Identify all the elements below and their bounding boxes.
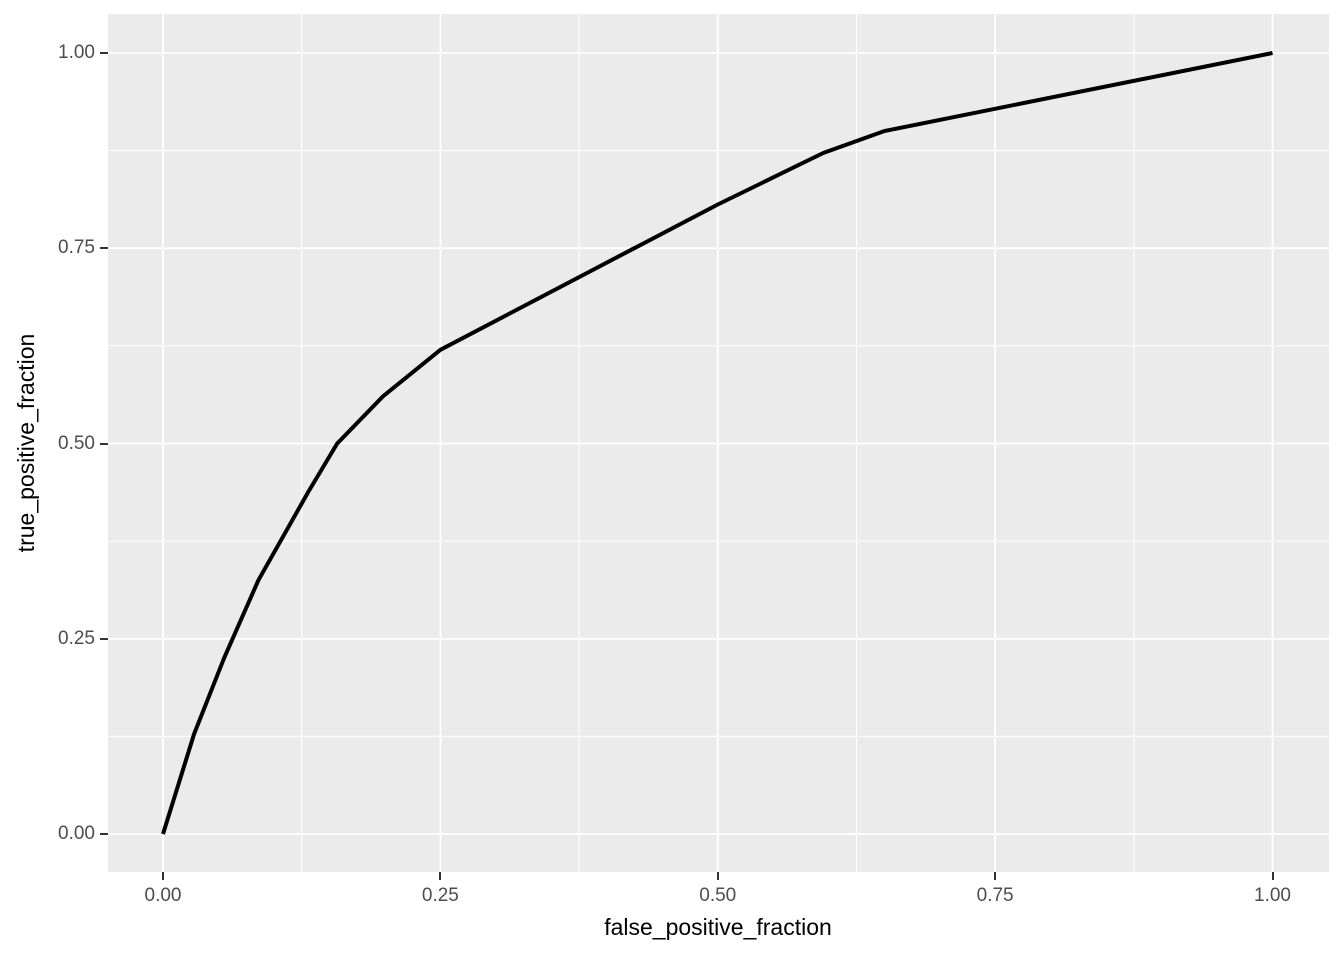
- y-tick-label: 0.00: [58, 823, 95, 844]
- x-axis-title: false_positive_fraction: [604, 914, 832, 940]
- x-tick-label: 0.75: [976, 885, 1014, 906]
- x-tick-label: 0.25: [421, 885, 459, 906]
- y-tick-label: 1.00: [58, 42, 95, 63]
- y-tick-label: 0.75: [58, 237, 95, 259]
- x-tick-mark: [1271, 872, 1274, 880]
- x-tick-label: 0.00: [144, 885, 182, 906]
- y-tick-mark: [100, 637, 108, 640]
- x-tick-mark: [716, 872, 719, 880]
- x-tick-label: 0.50: [699, 885, 737, 906]
- y-tick-mark: [100, 442, 108, 445]
- x-tick-mark: [994, 872, 997, 880]
- y-tick-mark: [100, 833, 108, 835]
- roc-curve-line: [161, 51, 1273, 835]
- y-tick-mark: [100, 247, 108, 250]
- plot-panel: [108, 14, 1329, 872]
- y-tick-label: 0.25: [58, 627, 95, 649]
- plot-canvas: [108, 14, 1329, 872]
- y-tick-label: 0.50: [58, 432, 95, 454]
- x-tick-mark: [439, 872, 442, 880]
- y-tick-mark: [100, 52, 108, 54]
- y-axis-title: true_positive_fraction: [13, 333, 39, 553]
- x-tick-label: 1.00: [1254, 885, 1291, 906]
- x-tick-mark: [162, 872, 164, 880]
